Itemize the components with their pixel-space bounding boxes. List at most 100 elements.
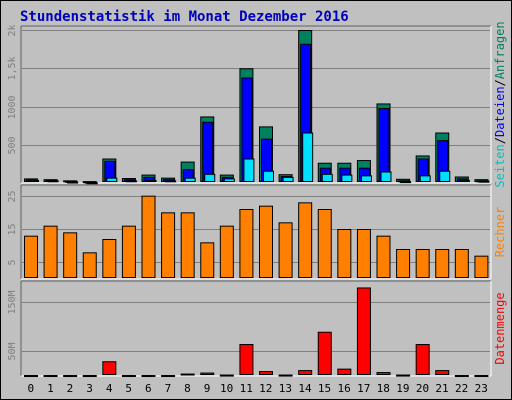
y-tick-label: 1,5k bbox=[7, 56, 18, 80]
bar-seiten bbox=[86, 182, 98, 185]
y-axis-label-separator: / bbox=[493, 137, 507, 144]
bar-rechner bbox=[415, 249, 430, 278]
plot-panel-top bbox=[21, 26, 491, 183]
bar-rechner bbox=[43, 225, 58, 279]
x-tick-label: 12 bbox=[259, 382, 272, 395]
bar-rechner bbox=[317, 209, 332, 278]
bar-seiten bbox=[28, 179, 39, 183]
bar-rechner bbox=[259, 205, 273, 279]
bar-seiten bbox=[341, 174, 353, 183]
bar-datenmenge bbox=[415, 344, 430, 376]
bar-seiten bbox=[145, 179, 157, 183]
bar-datenmenge bbox=[259, 371, 273, 376]
x-tick-label: 13 bbox=[279, 382, 292, 395]
bar-datenmenge bbox=[63, 375, 78, 378]
y-axis-label-top: Seiten/Dateien/Anfragen bbox=[493, 21, 507, 187]
y-axis-label-rechner: Rechner bbox=[493, 207, 507, 258]
bar-rechner bbox=[63, 232, 78, 278]
x-tick-label: 17 bbox=[357, 382, 370, 395]
bar-rechner bbox=[161, 212, 176, 278]
x-tick-label: 1 bbox=[47, 382, 54, 395]
bar-rechner bbox=[102, 239, 117, 278]
bar-datenmenge bbox=[161, 375, 176, 378]
x-tick-label: 9 bbox=[204, 382, 211, 395]
bar-seiten bbox=[106, 177, 118, 183]
bar-rechner bbox=[356, 229, 371, 278]
y-axis-label-separator: / bbox=[493, 79, 507, 86]
x-tick-label: 7 bbox=[165, 382, 172, 395]
x-tick-label: 18 bbox=[377, 382, 390, 395]
bar-rechner bbox=[435, 249, 450, 278]
bar-seiten bbox=[165, 180, 177, 183]
x-tick-label: 5 bbox=[125, 382, 132, 395]
y-axis-label-datenmenge: Datenmenge bbox=[493, 292, 507, 364]
bar-datenmenge bbox=[121, 375, 136, 378]
bar-datenmenge bbox=[239, 344, 254, 376]
bar-datenmenge bbox=[200, 372, 215, 376]
bar-rechner bbox=[298, 202, 313, 278]
plot-panel-bottom bbox=[21, 281, 491, 376]
y-tick-label: 500 bbox=[7, 136, 18, 154]
y-tick-label: 1000 bbox=[7, 95, 18, 119]
bar-datenmenge bbox=[24, 375, 38, 378]
x-tick-label: 22 bbox=[455, 382, 468, 395]
x-tick-label: 11 bbox=[240, 382, 253, 395]
y-tick-label: 15 bbox=[7, 223, 18, 235]
bar-datenmenge bbox=[43, 375, 58, 378]
bar-seiten bbox=[439, 170, 451, 182]
x-tick-label: 4 bbox=[106, 382, 113, 395]
y-tick-label: 2k bbox=[7, 24, 18, 36]
chart-title: Stundenstatistik im Monat Dezember 2016 bbox=[20, 9, 349, 25]
bar-seiten bbox=[67, 181, 79, 184]
bar-seiten bbox=[458, 179, 470, 183]
bar-datenmenge bbox=[141, 375, 156, 378]
bar-datenmenge bbox=[396, 374, 411, 377]
x-tick-label: 6 bbox=[145, 382, 152, 395]
bar-rechner bbox=[337, 229, 352, 278]
bar-seiten bbox=[380, 171, 392, 182]
y-tick-label: 25 bbox=[7, 190, 18, 202]
bar-seiten bbox=[184, 177, 196, 183]
bar-seiten bbox=[400, 181, 412, 184]
y-axis-label-anfragen: Anfragen bbox=[493, 21, 507, 79]
bar-seiten bbox=[478, 180, 490, 183]
bar-rechner bbox=[121, 225, 136, 279]
x-tick-label: 15 bbox=[318, 382, 331, 395]
y-tick-label: 50M bbox=[7, 342, 18, 360]
bar-seiten bbox=[223, 178, 235, 183]
bar-rechner bbox=[82, 252, 97, 278]
x-tick-label: 3 bbox=[86, 382, 93, 395]
bar-datenmenge bbox=[82, 375, 97, 378]
bar-datenmenge bbox=[180, 373, 195, 376]
y-axis-label-seiten: Seiten bbox=[493, 144, 507, 187]
bar-rechner bbox=[200, 242, 215, 278]
x-tick-label: 8 bbox=[184, 382, 191, 395]
bar-seiten bbox=[204, 173, 216, 183]
bar-dateien bbox=[202, 121, 214, 183]
bar-dateien bbox=[378, 108, 390, 182]
bar-seiten bbox=[47, 180, 59, 183]
bar-rechner bbox=[219, 225, 234, 279]
y-tick-label: 5 bbox=[7, 259, 18, 265]
bar-datenmenge bbox=[219, 374, 234, 377]
bar-seiten bbox=[360, 175, 372, 183]
bar-datenmenge bbox=[356, 287, 371, 376]
bar-rechner bbox=[278, 222, 293, 278]
bar-rechner bbox=[454, 249, 469, 278]
y-axis-label-dateien: Dateien bbox=[493, 86, 507, 137]
x-tick-label: 16 bbox=[338, 382, 351, 395]
x-tick-label: 23 bbox=[475, 382, 488, 395]
bar-seiten bbox=[282, 176, 294, 183]
bar-datenmenge bbox=[278, 374, 293, 377]
bar-datenmenge bbox=[474, 375, 489, 378]
y-tick-label: 150M bbox=[7, 290, 18, 314]
bar-seiten bbox=[419, 175, 431, 183]
bar-rechner bbox=[396, 249, 411, 278]
x-tick-label: 0 bbox=[27, 382, 34, 395]
bar-datenmenge bbox=[102, 361, 117, 376]
plot-panel-middle bbox=[21, 185, 491, 279]
bar-seiten bbox=[243, 158, 255, 183]
bar-rechner bbox=[180, 212, 195, 278]
